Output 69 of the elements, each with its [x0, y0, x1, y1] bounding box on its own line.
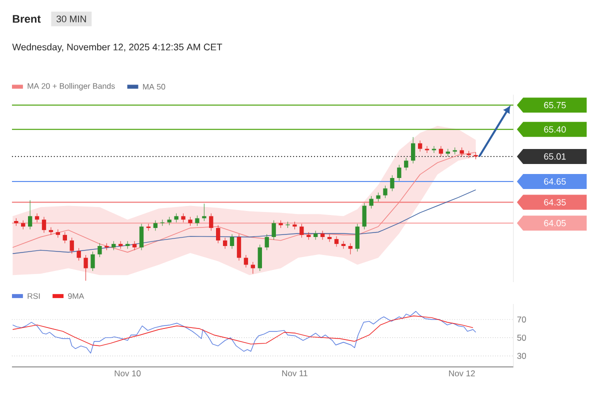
candlestick: [174, 213, 178, 223]
candlestick: [362, 202, 366, 230]
candlestick: [418, 140, 422, 152]
candlestick: [334, 236, 339, 248]
candlestick: [327, 234, 332, 242]
chart-subtitle: Wednesday, November 12, 2025 4:12:35 AM CET: [12, 44, 222, 52]
candlestick: [76, 248, 81, 261]
candlestick: [383, 186, 388, 198]
y-tick-label: 70: [517, 316, 526, 323]
candlestick: [181, 213, 186, 223]
candlestick: [209, 213, 214, 232]
candlestick: [56, 229, 60, 238]
y-tick-label: 64.35: [544, 199, 566, 206]
line-series: [12, 190, 476, 254]
candlestick: [314, 230, 318, 240]
candlestick: [341, 241, 346, 250]
x-tick-label: Nov 11: [282, 370, 308, 376]
candlestick: [411, 136, 416, 164]
candlestick: [222, 238, 228, 250]
candlestick: [300, 224, 304, 238]
y-tick-label: 30: [517, 353, 526, 360]
candlestick: [460, 147, 464, 157]
candlestick: [112, 241, 116, 251]
candlestick: [216, 225, 220, 244]
candlestick: [153, 220, 158, 232]
candlestick: [230, 234, 234, 250]
line-series: [12, 316, 474, 346]
candlestick: [62, 232, 67, 244]
chart-title: Brent: [12, 15, 41, 23]
candlestick: [139, 224, 144, 251]
candlestick: [272, 220, 276, 240]
candlestick: [258, 244, 262, 272]
line-series: [12, 152, 476, 253]
candlestick: [28, 200, 32, 230]
candlestick: [42, 216, 46, 234]
candlestick: [320, 230, 325, 240]
candlestick: [355, 224, 360, 252]
x-tick-label: Nov 12: [449, 370, 475, 376]
candlestick: [397, 164, 402, 182]
candlestick: [48, 227, 54, 236]
candlestick: [84, 254, 88, 282]
candlestick: [376, 192, 380, 202]
candlestick: [132, 241, 137, 251]
y-tick-label: 65.40: [544, 126, 566, 133]
y-tick-label: 64.65: [544, 178, 566, 185]
candlestick: [348, 243, 353, 255]
candlestick: [264, 234, 269, 251]
candlestick: [188, 216, 192, 226]
candlestick: [404, 158, 408, 171]
candlestick: [90, 251, 95, 272]
candlestick: [236, 234, 242, 261]
candlestick: [70, 238, 74, 254]
x-tick-label: Nov 10: [114, 370, 141, 376]
y-tick-label: 65.01: [544, 153, 566, 160]
line-series: [12, 311, 476, 354]
text: 30 MIN: [56, 16, 86, 22]
candlestick: [202, 204, 206, 222]
candlestick: [98, 243, 102, 258]
candlestick: [146, 224, 151, 232]
y-tick-label: 64.05: [544, 220, 566, 226]
candlestick: [195, 215, 200, 226]
candlestick: [125, 241, 130, 250]
candlestick: [369, 196, 374, 209]
candlestick: [34, 213, 40, 223]
candlestick: [390, 175, 394, 192]
candlestick: [21, 220, 26, 230]
y-tick-label: 50: [517, 334, 526, 341]
y-tick-label: 65.75: [544, 102, 566, 108]
candlestick: [244, 254, 248, 268]
